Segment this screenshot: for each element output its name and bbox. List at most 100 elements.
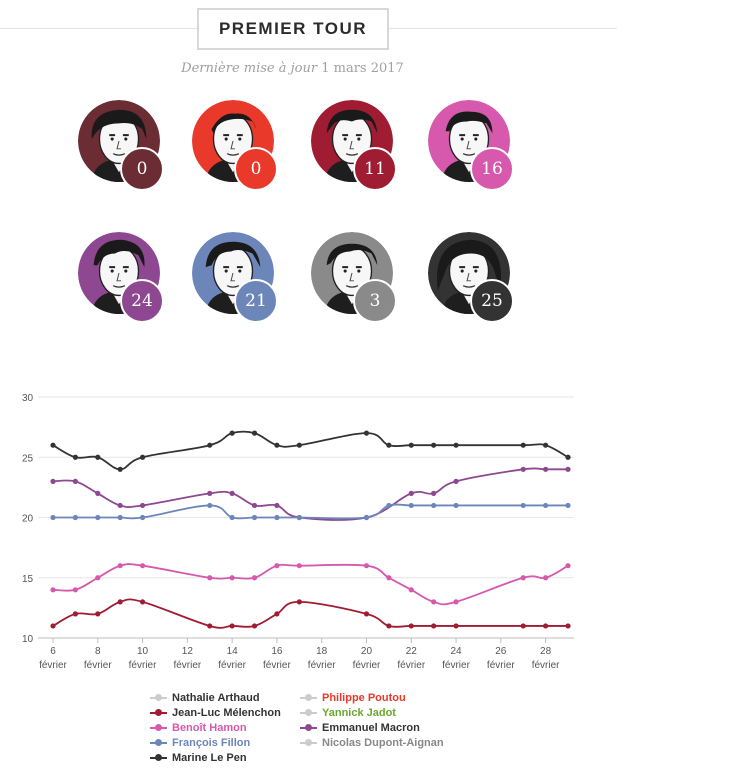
last-update-date: 1 mars 2017 <box>321 61 404 76</box>
data-point <box>72 587 78 593</box>
data-point <box>139 502 146 509</box>
y-tick-label: 30 <box>22 393 34 404</box>
data-point <box>565 466 571 472</box>
data-point <box>296 563 302 569</box>
legend-label: Nicolas Dupont-Aignan <box>322 737 444 749</box>
legend-item[interactable]: Jean-Luc Mélenchon <box>150 706 281 720</box>
data-point <box>453 478 459 484</box>
data-point <box>565 502 571 509</box>
data-point <box>363 611 370 617</box>
data-point <box>229 575 235 581</box>
data-point <box>408 587 414 593</box>
legend-item[interactable]: Benoît Hamon <box>150 721 247 735</box>
candidate-card[interactable]: 3 <box>311 232 397 323</box>
candidate-card[interactable]: 11 <box>311 100 397 191</box>
x-tick-label: 26 <box>495 646 507 657</box>
last-update: Dernière mise à jour 1 mars 2017 <box>0 61 585 76</box>
data-point <box>117 599 123 605</box>
legend-item[interactable]: Nicolas Dupont-Aignan <box>300 736 444 750</box>
data-point <box>207 502 213 509</box>
data-point <box>251 502 258 509</box>
x-tick-sublabel: février <box>39 660 67 671</box>
data-point <box>431 490 437 496</box>
data-point <box>72 478 78 484</box>
series-line <box>52 430 569 471</box>
candidate-card[interactable]: 16 <box>428 100 514 191</box>
x-tick-sublabel: février <box>308 660 336 671</box>
data-point <box>72 514 78 521</box>
legend-item[interactable]: Nathalie Arthaud <box>150 691 260 705</box>
legend-item[interactable]: Yannick Jadot <box>300 706 396 720</box>
legend-item[interactable]: Marine Le Pen <box>150 751 247 765</box>
legend-label: Marine Le Pen <box>172 752 247 764</box>
candidate-score-badge: 0 <box>234 147 278 191</box>
series-line <box>52 563 569 606</box>
x-tick-sublabel: février <box>397 660 425 671</box>
data-point <box>95 611 101 617</box>
data-point <box>274 514 280 521</box>
data-point <box>139 514 146 521</box>
data-point <box>207 442 213 448</box>
legend-label: Emmanuel Macron <box>322 722 420 734</box>
x-tick-sublabel: février <box>218 660 246 671</box>
data-point <box>296 599 302 605</box>
page-title: PREMIER TOUR <box>197 8 389 50</box>
candidate-card[interactable]: 24 <box>78 232 164 323</box>
data-point <box>296 514 302 521</box>
data-point <box>431 599 437 605</box>
data-point <box>72 611 78 617</box>
data-point <box>50 478 56 484</box>
data-point <box>453 599 459 605</box>
data-point <box>229 514 235 521</box>
x-tick-label: 24 <box>450 646 462 657</box>
data-point <box>95 514 101 521</box>
data-point <box>565 563 571 569</box>
data-point <box>95 490 101 496</box>
data-point <box>520 502 526 509</box>
candidate-card[interactable]: 0 <box>78 100 164 191</box>
candidate-score-badge: 16 <box>470 147 514 191</box>
data-point <box>117 563 123 569</box>
data-point <box>229 430 235 436</box>
data-point <box>453 442 459 448</box>
series-line <box>52 467 568 521</box>
legend-swatch <box>150 738 167 748</box>
data-point <box>543 502 549 509</box>
data-point <box>453 623 459 629</box>
legend-label: Benoît Hamon <box>172 722 247 734</box>
x-tick-label: 16 <box>271 646 283 657</box>
data-point <box>139 454 146 460</box>
x-tick-label: 18 <box>316 646 328 657</box>
legend-item[interactable]: Emmanuel Macron <box>300 721 420 735</box>
legend-swatch <box>300 723 317 733</box>
data-point <box>50 587 56 593</box>
data-point <box>274 611 280 617</box>
candidate-card[interactable]: 21 <box>192 232 278 323</box>
legend-label: Philippe Poutou <box>322 692 406 704</box>
data-point <box>431 442 437 448</box>
candidate-card[interactable]: 0 <box>192 100 278 191</box>
data-point <box>543 442 549 448</box>
candidate-score-badge: 11 <box>353 147 397 191</box>
legend-swatch <box>150 708 167 718</box>
y-tick-label: 20 <box>22 514 34 525</box>
legend-label: Nathalie Arthaud <box>172 692 260 704</box>
legend-item[interactable]: Philippe Poutou <box>300 691 406 705</box>
candidate-score-badge: 3 <box>353 279 397 323</box>
legend-swatch <box>300 693 317 703</box>
data-point <box>50 514 56 521</box>
data-point <box>274 502 280 509</box>
data-point <box>296 442 302 448</box>
data-point <box>50 442 56 448</box>
data-point <box>274 442 280 448</box>
data-point <box>431 502 437 509</box>
data-point <box>543 466 549 472</box>
x-tick-sublabel: février <box>84 660 112 671</box>
data-point <box>543 623 549 629</box>
data-point <box>408 623 414 629</box>
legend-label: François Fillon <box>172 737 251 749</box>
data-point <box>453 502 459 509</box>
legend-item[interactable]: François Fillon <box>150 736 250 750</box>
candidate-card[interactable]: 25 <box>428 232 514 323</box>
data-point <box>229 623 235 629</box>
